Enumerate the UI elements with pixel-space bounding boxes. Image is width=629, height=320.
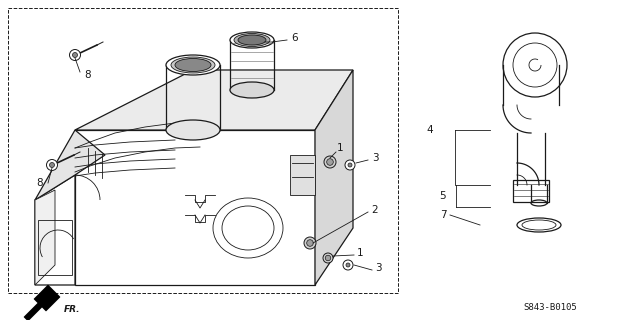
Text: 2: 2: [372, 205, 378, 215]
Ellipse shape: [234, 34, 270, 46]
Text: 3: 3: [375, 263, 381, 273]
Text: S843-B0105: S843-B0105: [523, 302, 577, 311]
Text: 3: 3: [372, 153, 378, 163]
Bar: [8, 8, 398, 293]
Polygon shape: [75, 130, 315, 285]
Ellipse shape: [175, 59, 211, 71]
Circle shape: [324, 156, 336, 168]
Text: 1: 1: [357, 248, 364, 258]
Circle shape: [325, 255, 331, 261]
Ellipse shape: [171, 57, 215, 73]
Text: 8: 8: [36, 178, 43, 188]
Text: 1: 1: [337, 143, 343, 153]
Ellipse shape: [531, 200, 547, 206]
Polygon shape: [35, 190, 55, 285]
Circle shape: [343, 260, 353, 270]
Polygon shape: [315, 70, 353, 285]
Circle shape: [348, 163, 352, 167]
Polygon shape: [290, 155, 315, 195]
Circle shape: [346, 263, 350, 267]
Ellipse shape: [230, 32, 274, 48]
Polygon shape: [24, 285, 60, 320]
Polygon shape: [35, 175, 75, 285]
Circle shape: [72, 52, 77, 58]
Ellipse shape: [166, 120, 220, 140]
Text: FR.: FR.: [64, 305, 81, 314]
Text: 4: 4: [426, 125, 433, 135]
Ellipse shape: [238, 35, 266, 45]
Circle shape: [307, 240, 313, 246]
Circle shape: [326, 159, 333, 165]
Bar: [513, 180, 549, 202]
Circle shape: [323, 253, 333, 263]
Ellipse shape: [166, 55, 220, 75]
Circle shape: [69, 50, 81, 60]
Circle shape: [304, 237, 316, 249]
Circle shape: [50, 163, 55, 167]
Ellipse shape: [230, 82, 274, 98]
Text: 6: 6: [292, 33, 298, 43]
Bar: [38, 220, 72, 275]
Text: 8: 8: [85, 70, 91, 80]
Circle shape: [345, 160, 355, 170]
Polygon shape: [75, 70, 353, 130]
Polygon shape: [35, 130, 105, 200]
Text: 5: 5: [440, 191, 447, 201]
Circle shape: [47, 159, 57, 171]
Text: 7: 7: [440, 210, 447, 220]
